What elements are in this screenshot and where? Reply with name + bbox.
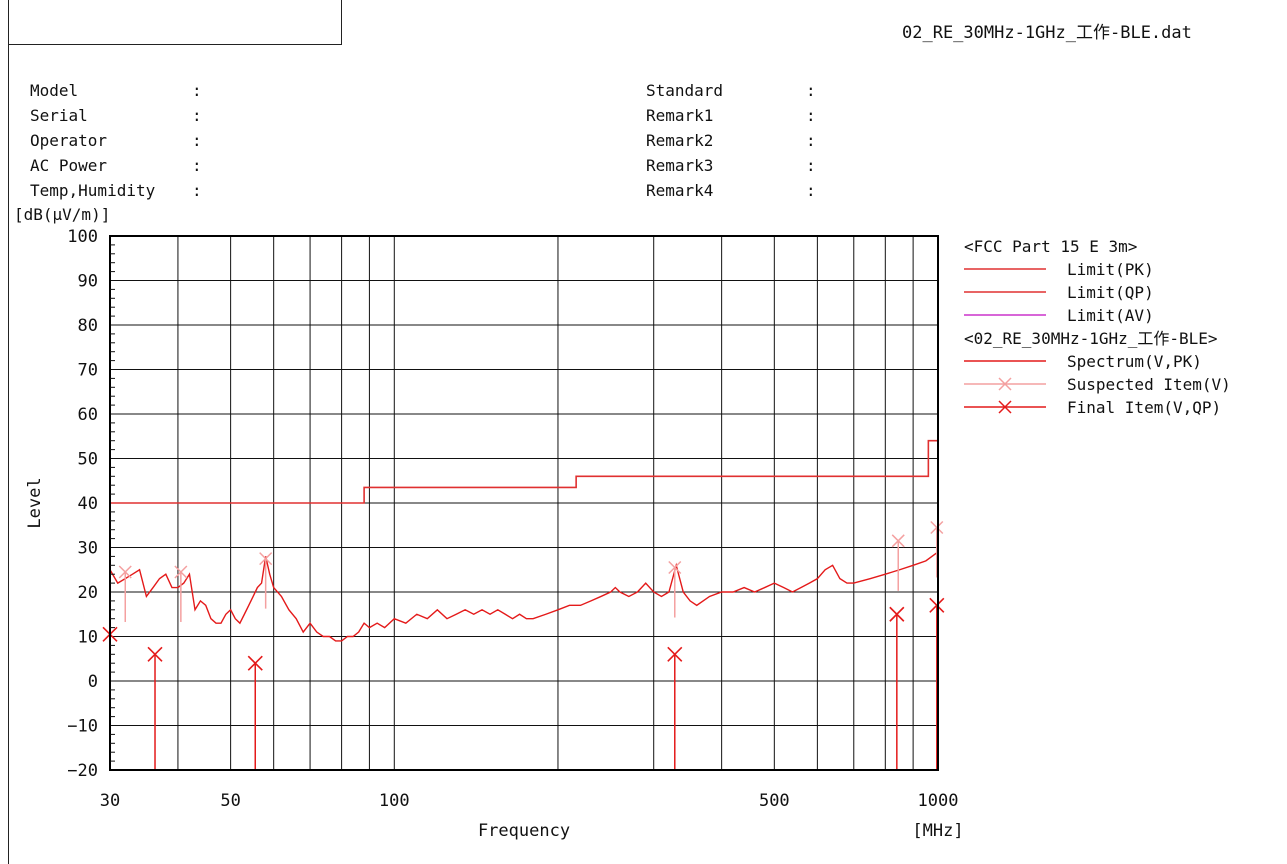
info-row-standard: Standard : (646, 78, 816, 103)
y-tick-label: 70 (78, 361, 98, 381)
info-separator: : (806, 131, 816, 150)
final-item-cross-stroke (667, 646, 683, 662)
suspected-item-marker (174, 565, 188, 622)
legend-label: Suspected Item(V) (1067, 375, 1231, 394)
legend-marker-stroke (998, 400, 1012, 414)
y-tick-label: 40 (78, 494, 98, 514)
axis-ticks: −20 −10 0 10 20 30 40 50 60 70 80 90 100 30 50 100 500 10… (67, 227, 958, 811)
legend: <FCC Part 15 E 3m> Limit(PK) Limit(QP) Limi… (964, 237, 1231, 417)
x-tick-label: 50 (220, 791, 240, 811)
info-separator: : (192, 81, 202, 100)
legend-label: Final Item(V,QP) (1067, 398, 1221, 417)
info-row-serial: Serial : (30, 103, 202, 128)
info-separator: : (192, 106, 202, 125)
plot-frame (109, 235, 939, 771)
final-item-marker (247, 655, 263, 770)
y-tick-label: 20 (78, 583, 98, 603)
info-row-ac-power: AC Power : (30, 153, 202, 178)
info-left-column: Model : Serial : Operator : AC Power : T… (30, 78, 202, 203)
x-tick-label: 500 (759, 791, 790, 811)
legend-header: <FCC Part 15 E 3m> (964, 237, 1137, 256)
y-tick-label: 0 (88, 672, 98, 692)
info-label: Operator (30, 131, 108, 150)
suspected-item-cross-stroke (174, 565, 188, 579)
y-tick-label: −10 (67, 717, 98, 737)
info-row-temp-humidity: Temp,Humidity : (30, 178, 202, 203)
info-separator: : (806, 106, 816, 125)
info-label: Standard (646, 81, 724, 100)
final-item-cross-stroke (247, 655, 263, 671)
info-label: AC Power (30, 156, 108, 175)
final-item-marker (667, 646, 683, 770)
y-tick-label: 10 (78, 628, 98, 648)
y-tick-label: 100 (67, 227, 98, 247)
info-row-remark1: Remark1 : (646, 103, 816, 128)
info-label: Temp,Humidity (30, 181, 156, 200)
info-separator: : (192, 181, 202, 200)
legend-label: Spectrum(V,PK) (1067, 352, 1202, 371)
final-item-marker (147, 646, 163, 770)
spectrum-series (109, 551, 939, 642)
y-tick-label: 50 (78, 450, 98, 470)
y-axis-label: Level (25, 477, 45, 528)
suspected-item-cross-stroke (118, 565, 132, 579)
info-row-model: Model : (30, 78, 202, 103)
suspected-item-marker (259, 552, 273, 609)
final-item-marker (889, 606, 905, 770)
final-item-marker (929, 597, 945, 770)
y-tick-label: 80 (78, 316, 98, 336)
x-tick-label: 100 (379, 791, 410, 811)
report-border (8, 0, 9, 864)
x-tick-label: 30 (100, 791, 120, 811)
legend-label: Limit(QP) (1067, 283, 1154, 302)
info-label: Model (30, 81, 79, 100)
info-row-remark4: Remark4 : (646, 178, 816, 203)
info-separator: : (806, 81, 816, 100)
legend-marker-stroke (998, 377, 1012, 391)
header-box (8, 0, 342, 45)
info-row-operator: Operator : (30, 128, 202, 153)
info-row-remark3: Remark3 : (646, 153, 816, 178)
info-label: Remark1 (646, 106, 714, 125)
info-label: Serial (30, 106, 88, 125)
suspected-item-cross-stroke (891, 534, 905, 548)
info-label: Remark3 (646, 156, 714, 175)
y-axis-unit: [dB(μV/m)] (14, 205, 110, 224)
limit-qp-line (110, 439, 938, 504)
limit-lines (110, 439, 938, 504)
data-filename: 02_RE_30MHz-1GHz_工作-BLE.dat (902, 23, 1192, 43)
info-label: Remark2 (646, 131, 714, 150)
info-separator: : (806, 156, 816, 175)
legend-label: Limit(PK) (1067, 260, 1154, 279)
measurement-markers (102, 520, 945, 770)
final-item-cross-stroke (929, 597, 945, 613)
suspected-item-cross-stroke (930, 520, 944, 535)
x-axis-unit: [MHz] (912, 821, 963, 841)
suspected-item-cross-stroke (259, 552, 273, 566)
info-separator: : (806, 181, 816, 200)
suspected-item-marker (668, 560, 682, 618)
legend-label: Limit(AV) (1067, 306, 1154, 325)
info-right-column: Standard : Remark1 : Remark2 : Remark3 :… (646, 78, 816, 203)
legend-header: <02_RE_30MHz-1GHz_工作-BLE> (964, 329, 1218, 348)
info-label: Remark4 (646, 181, 714, 200)
info-separator: : (192, 131, 202, 150)
suspected-item-cross-stroke (668, 560, 682, 575)
info-separator: : (192, 156, 202, 175)
y-tick-label: 90 (78, 272, 98, 292)
y-tick-label: 60 (78, 405, 98, 425)
spectrum-line (109, 551, 939, 642)
y-tick-label: −20 (67, 761, 98, 781)
final-item-cross-stroke (147, 646, 163, 662)
final-item-cross-stroke (889, 606, 905, 622)
suspected-item-marker (891, 534, 905, 591)
suspected-item-marker (930, 520, 944, 578)
info-row-remark2: Remark2 : (646, 128, 816, 153)
suspected-item-marker (118, 565, 132, 622)
x-tick-label: 1000 (918, 791, 959, 811)
y-tick-label: 30 (78, 539, 98, 559)
x-axis-label: Frequency (478, 821, 570, 841)
